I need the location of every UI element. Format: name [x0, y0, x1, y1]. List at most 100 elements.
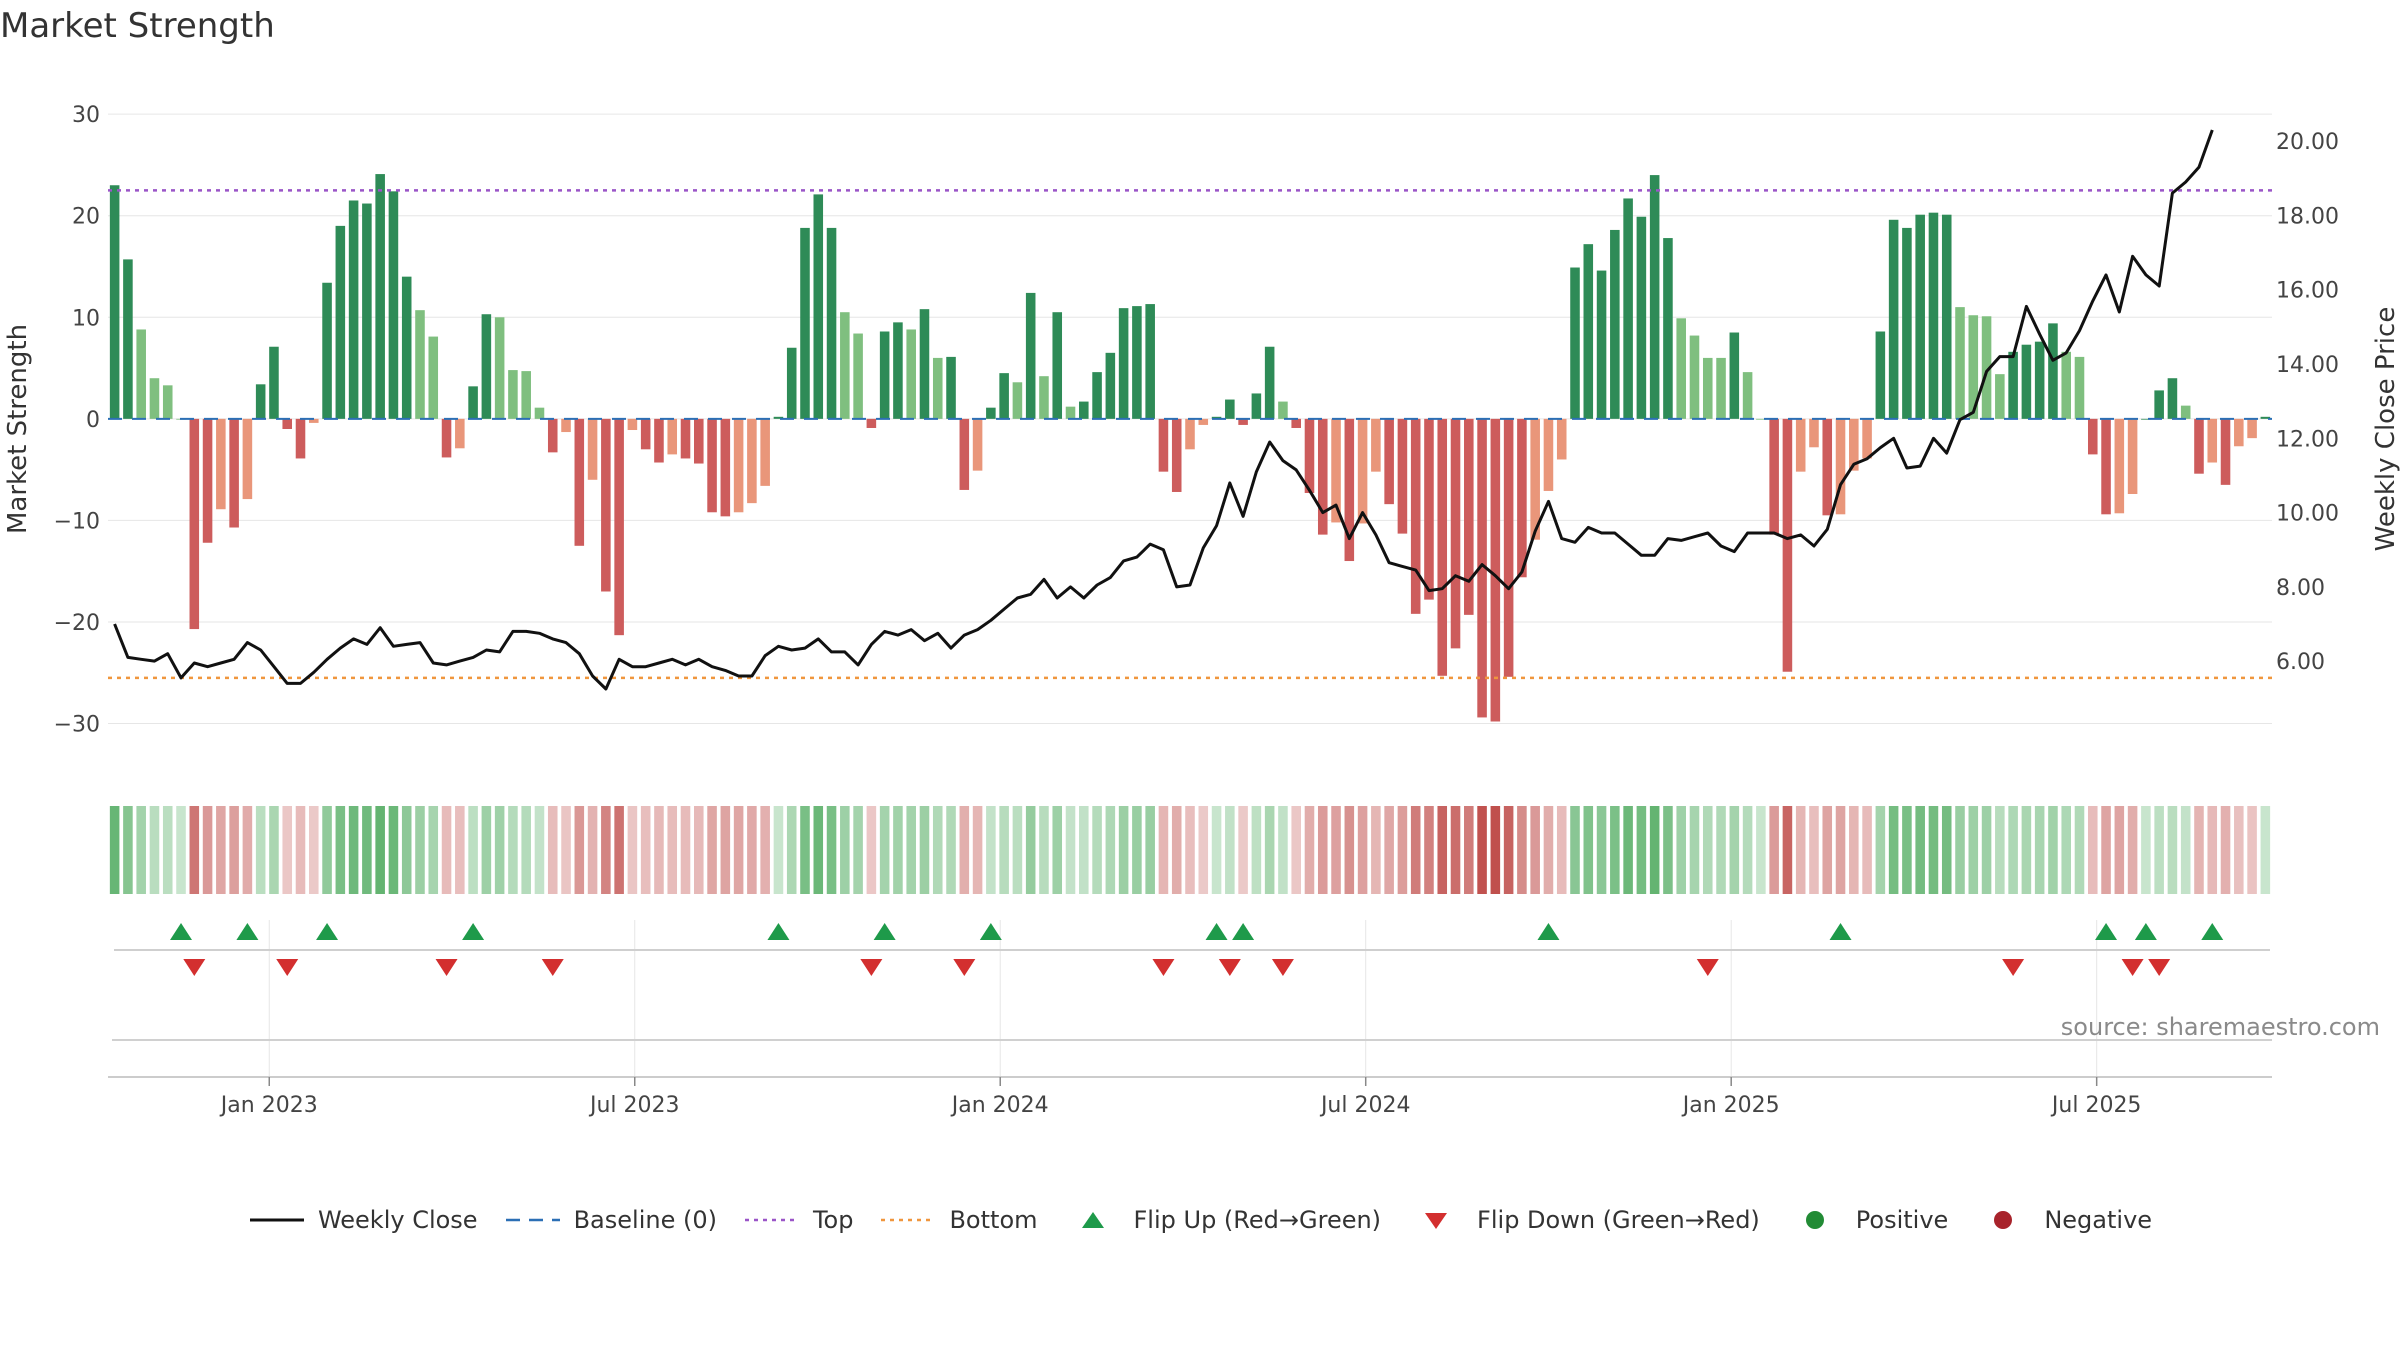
strength-bar	[667, 418, 678, 455]
heat-strip-cell	[1636, 806, 1647, 894]
strength-bar	[680, 418, 691, 459]
strength-bar	[1809, 418, 1819, 448]
heat-strip-cell	[269, 806, 279, 894]
y2-tick-label: 16.00	[2276, 279, 2339, 304]
heat-strip-cell	[1782, 806, 1793, 894]
flip-down-marker	[2121, 959, 2144, 976]
heat-strip-cell	[800, 806, 810, 894]
heat-strip-cell	[2154, 806, 2164, 894]
legend-label: Bottom	[949, 1206, 1038, 1234]
y-tick-label: −20	[54, 611, 100, 636]
heat-strip-cell	[2180, 806, 2191, 894]
heat-strip-cell	[455, 806, 465, 894]
strength-bar	[1795, 418, 1806, 472]
solid-line-icon	[249, 1218, 304, 1222]
flip-down-marker	[541, 959, 564, 976]
heat-strip-cell	[1941, 806, 1952, 894]
dashed-line-icon	[505, 1218, 560, 1222]
strength-bar	[2087, 418, 2098, 455]
strength-bar	[1317, 418, 1328, 535]
heat-strip-cell	[2114, 806, 2125, 894]
heat-strip-cell	[1079, 806, 1089, 894]
heat-strip-cell	[136, 806, 146, 894]
strength-bar	[149, 378, 160, 419]
strength-bar	[2021, 344, 2032, 419]
heat-strip-cell	[1357, 806, 1368, 894]
legend-label: Positive	[1855, 1206, 1949, 1234]
strength-bar	[2141, 418, 2151, 420]
strength-bar	[906, 329, 916, 419]
flip-up-marker	[2201, 923, 2224, 940]
heat-strip-cell	[1596, 806, 1607, 894]
strength-bar	[242, 418, 253, 500]
heat-strip-cell	[587, 806, 598, 894]
strength-bar	[1835, 418, 1846, 515]
flip-up-marker	[873, 923, 896, 940]
heat-strip-cell	[481, 806, 492, 894]
strength-bar	[1888, 219, 1899, 419]
heat-strip-cell	[1331, 806, 1341, 894]
heat-strip-cell	[1875, 806, 1886, 894]
strength-bar	[1530, 418, 1540, 540]
strength-bar	[1756, 418, 1766, 420]
strength-bar	[1291, 418, 1301, 428]
heat-strip-cell	[322, 806, 332, 894]
heat-strip-cell	[348, 806, 359, 894]
y2-tick-label: 6.00	[2276, 650, 2325, 675]
strength-bar	[1331, 418, 1341, 523]
heat-strip-cell	[1397, 806, 1408, 894]
heat-strip-cell	[1171, 806, 1182, 894]
heat-strip-cell	[216, 806, 226, 894]
heat-strip-cell	[879, 806, 890, 894]
heat-strip-cell	[1849, 806, 1859, 894]
heat-strip-cell	[149, 806, 160, 894]
strength-bar	[932, 357, 943, 419]
heat-strip-cell	[1052, 806, 1063, 894]
heat-strip-cell	[1145, 806, 1155, 894]
strength-bar	[733, 418, 744, 513]
strength-bar	[866, 418, 877, 428]
strength-bar	[1105, 352, 1116, 419]
strength-bar	[1610, 229, 1620, 419]
heat-strip-cell	[176, 806, 186, 894]
dotted-line-icon	[744, 1218, 799, 1222]
y-tick-label: 20	[72, 205, 100, 230]
circle-icon	[1805, 1211, 1824, 1229]
strength-bar	[162, 385, 173, 419]
strength-bar	[2167, 378, 2178, 419]
strength-bar	[322, 282, 332, 419]
strength-bar	[2220, 418, 2231, 485]
strength-bar	[468, 386, 478, 419]
strength-bar	[2034, 341, 2045, 419]
flip-down-marker	[2002, 959, 2025, 976]
strength-bar	[269, 346, 279, 419]
heat-strip-cell	[1264, 806, 1275, 894]
heat-strip-cell	[468, 806, 478, 894]
heat-strip-cell	[707, 806, 717, 894]
strength-bar	[1052, 312, 1063, 419]
chart-legend: Weekly Close Baseline (0) Top Bottom Flip Up…	[0, 1206, 2400, 1234]
heat-strip-cell	[1424, 806, 1434, 894]
strength-bar	[1968, 315, 1979, 419]
heat-strip-cell	[1649, 806, 1660, 894]
y2-tick-label: 12.00	[2276, 427, 2339, 452]
strength-bar	[1716, 357, 1726, 419]
strength-bar	[1822, 418, 1833, 516]
heat-strip-cell	[1902, 806, 1912, 894]
heat-strip-cell	[202, 806, 213, 894]
heat-strip-cell	[601, 806, 611, 894]
strength-bar	[1663, 238, 1673, 419]
heat-strip-cell	[826, 806, 837, 894]
heat-strip-cell	[1862, 806, 1872, 894]
legend-item: Baseline (0)	[504, 1206, 717, 1234]
strength-bar	[1371, 418, 1381, 472]
strength-bar	[720, 418, 731, 517]
legend-label: Top	[812, 1206, 854, 1234]
strength-bar	[840, 312, 850, 419]
heat-strip-cell	[2061, 806, 2072, 894]
heat-strip-cell	[2141, 806, 2151, 894]
legend-item: Negative	[1974, 1206, 2152, 1234]
heat-strip-cell	[2247, 806, 2257, 894]
heat-strip-cell	[2167, 806, 2178, 894]
strength-bar	[216, 418, 226, 510]
